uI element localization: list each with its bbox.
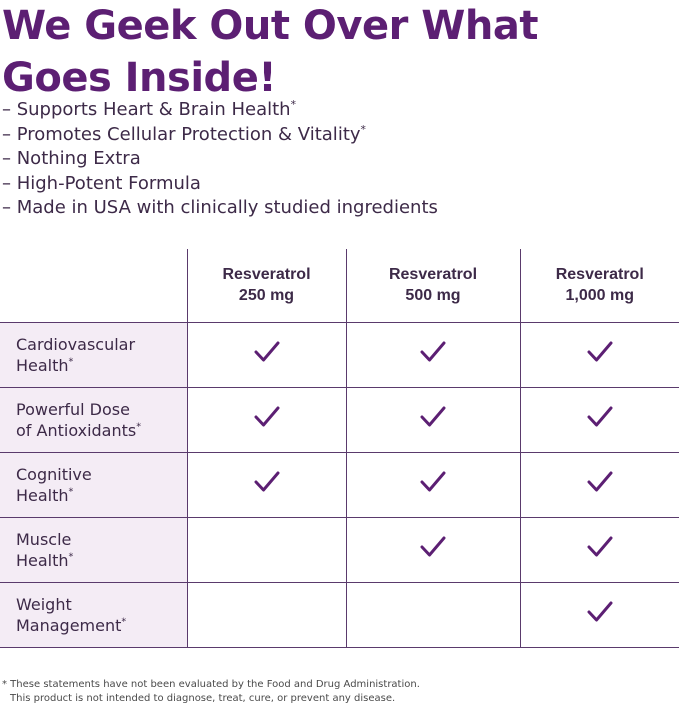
- disclaimer-line-2: This product is not intended to diagnose…: [10, 693, 396, 704]
- check-cell: [519, 581, 679, 648]
- checkmark-icon: [587, 601, 613, 623]
- headline-line-2: Goes Inside!: [2, 55, 277, 101]
- benefit-item: – Supports Heart & Brain Health*: [2, 98, 296, 120]
- row-label: Muscle Health*: [0, 516, 188, 583]
- check-cell: [186, 581, 347, 648]
- table-row: Muscle Health*: [0, 516, 679, 583]
- checkmark-icon: [587, 536, 613, 558]
- check-cell: [345, 581, 521, 648]
- comparison-table: Resveratrol 250 mg Resveratrol 500 mg Resv…: [0, 249, 679, 648]
- checkmark-icon: [420, 341, 446, 363]
- check-cell: [186, 516, 347, 583]
- check-cell: [186, 451, 347, 518]
- table-header-row: Resveratrol 250 mg Resveratrol 500 mg Resv…: [0, 249, 679, 323]
- page-headline: We Geek Out Over What Goes Inside!: [2, 0, 677, 104]
- row-label: Weight Management*: [0, 581, 188, 648]
- checkmark-icon: [587, 406, 613, 428]
- table-row: Cardiovascular Health*: [0, 321, 679, 388]
- check-cell: [519, 451, 679, 518]
- header-1000mg: Resveratrol 1,000 mg: [519, 249, 679, 323]
- benefit-item: – High-Potent Formula: [2, 172, 201, 194]
- benefit-list: – Supports Heart & Brain Health* – Promo…: [2, 98, 677, 221]
- check-cell: [519, 321, 679, 388]
- header-blank-cell: [0, 249, 188, 323]
- disclaimer-footnote: * These statements have not been evaluat…: [2, 678, 677, 706]
- benefit-item: – Made in USA with clinically studied in…: [2, 197, 438, 218]
- benefit-item: – Promotes Cellular Protection & Vitalit…: [2, 122, 366, 145]
- checkmark-icon: [420, 471, 446, 493]
- check-cell: [345, 321, 521, 388]
- checkmark-icon: [587, 341, 613, 363]
- checkmark-icon: [420, 536, 446, 558]
- check-cell: [186, 321, 347, 388]
- check-cell: [345, 386, 521, 453]
- table-row: Weight Management*: [0, 581, 679, 648]
- check-cell: [519, 516, 679, 583]
- checkmark-icon: [254, 406, 280, 428]
- checkmark-icon: [420, 406, 446, 428]
- check-cell: [345, 516, 521, 583]
- benefit-item: – Nothing Extra: [2, 148, 141, 169]
- comparison-table-wrap: Resveratrol 250 mg Resveratrol 500 mg Resv…: [0, 249, 679, 648]
- headline-line-1: We Geek Out Over What: [2, 3, 538, 49]
- checkmark-icon: [254, 341, 280, 363]
- check-cell: [186, 386, 347, 453]
- checkmark-icon: [254, 471, 280, 493]
- checkmark-icon: [587, 471, 613, 493]
- table-row: Cognitive Health*: [0, 451, 679, 518]
- header-250mg: Resveratrol 250 mg: [186, 249, 347, 323]
- row-label: Cardiovascular Health*: [0, 321, 188, 388]
- header-500mg: Resveratrol 500 mg: [345, 249, 521, 323]
- table-row: Powerful Dose of Antioxidants*: [0, 386, 679, 453]
- disclaimer-line-1: * These statements have not been evaluat…: [2, 679, 420, 690]
- check-cell: [345, 451, 521, 518]
- row-label: Powerful Dose of Antioxidants*: [0, 386, 188, 453]
- row-label: Cognitive Health*: [0, 451, 188, 518]
- check-cell: [519, 386, 679, 453]
